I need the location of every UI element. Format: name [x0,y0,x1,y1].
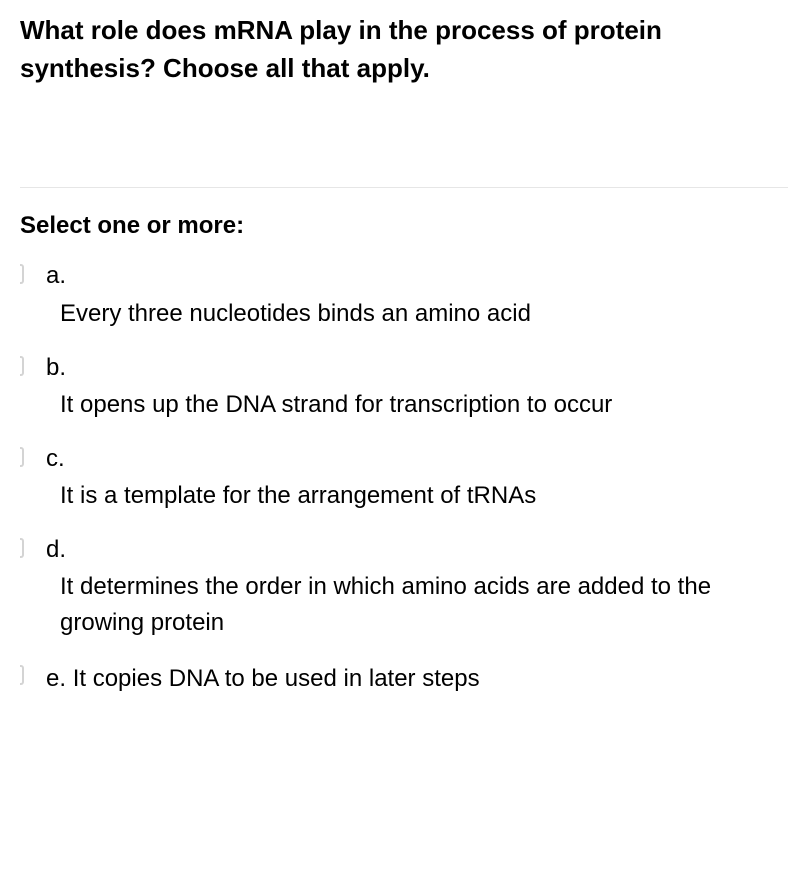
option-d-body[interactable]: d. It determines the order in which amin… [46,534,788,641]
question-container: What role does mRNA play in the process … [0,0,808,717]
option-b-letter: b. [46,352,788,383]
option-d-checkbox[interactable] [20,538,24,558]
option-b-checkbox[interactable] [20,356,24,376]
option-e-letter: e. [46,665,66,692]
option-d-row: d. It determines the order in which amin… [20,534,788,641]
option-a-checkbox[interactable] [20,264,24,284]
option-c-checkbox[interactable] [20,447,24,467]
option-c-text: It is a template for the arrangement of … [46,478,788,514]
option-c-body[interactable]: c. It is a template for the arrangement … [46,443,788,514]
answer-options-list: a. Every three nucleotides binds an amin… [20,260,788,697]
option-b-text: It opens up the DNA strand for transcrip… [46,387,788,423]
option-c-row: c. It is a template for the arrangement … [20,443,788,514]
option-d-text: It determines the order in which amino a… [46,569,788,641]
option-a-text: Every three nucleotides binds an amino a… [46,296,788,332]
option-b-body[interactable]: b. It opens up the DNA strand for transc… [46,352,788,423]
option-e-body[interactable]: e. It copies DNA to be used in later ste… [46,661,788,697]
question-text: What role does mRNA play in the process … [20,12,788,87]
option-e-row: e. It copies DNA to be used in later ste… [20,661,788,697]
select-prompt: Select one or more: [20,212,788,240]
option-e-text: It copies DNA to be used in later steps [73,665,480,692]
option-c-letter: c. [46,443,788,474]
option-a-row: a. Every three nucleotides binds an amin… [20,260,788,331]
option-e-checkbox[interactable] [20,665,24,685]
section-divider [20,187,788,188]
option-d-letter: d. [46,534,788,565]
option-b-row: b. It opens up the DNA strand for transc… [20,352,788,423]
option-a-letter: a. [46,260,788,291]
option-a-body[interactable]: a. Every three nucleotides binds an amin… [46,260,788,331]
